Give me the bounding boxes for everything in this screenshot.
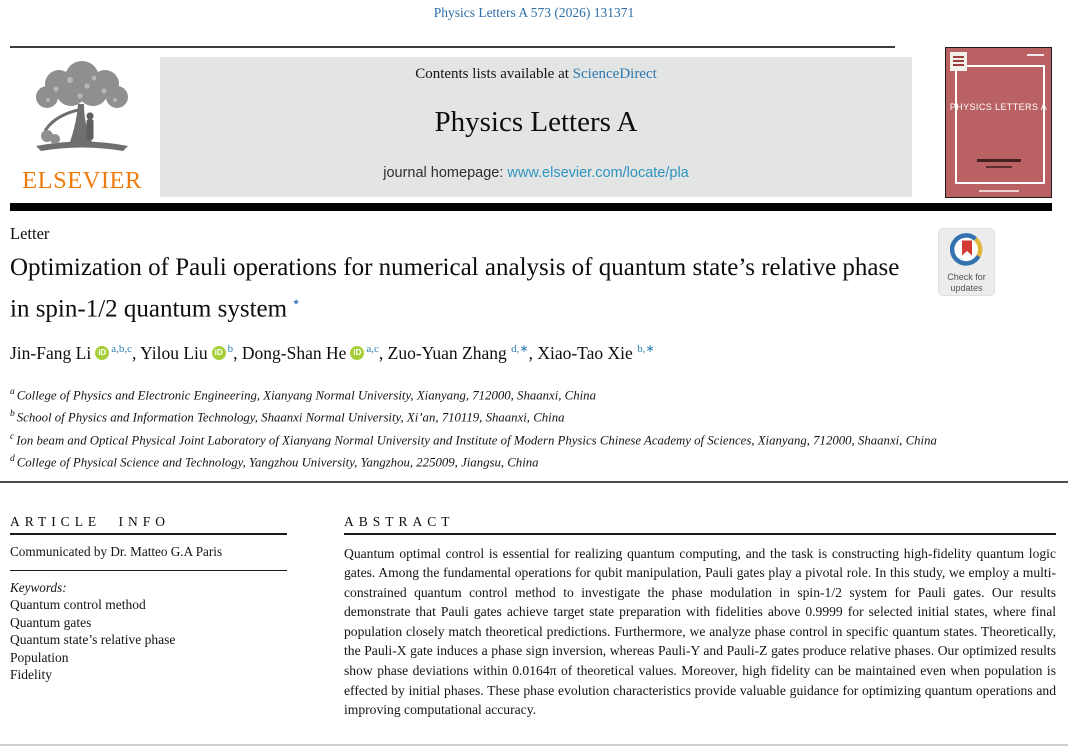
orcid-icon[interactable]: iD xyxy=(211,345,226,360)
article-title: Optimization of Pauli operations for num… xyxy=(10,250,916,326)
author: Yilou Liu iD b, xyxy=(140,343,242,363)
keyword: Population xyxy=(10,649,69,665)
author-name: Jin-Fang Li xyxy=(10,342,92,363)
homepage-link[interactable]: www.elsevier.com/locate/pla xyxy=(507,165,689,181)
author-affiliation-sup: a,b,c xyxy=(111,343,132,355)
abstract-heading: ABSTRACT xyxy=(344,514,455,529)
abstract-column: ABSTRACT Quantum optimal control is esse… xyxy=(344,507,1056,720)
author: Dong-Shan He iD a,c, xyxy=(242,343,388,363)
author-separator: , xyxy=(378,342,388,363)
elsevier-tree-icon xyxy=(36,61,128,151)
homepage-line: journal homepage: www.elsevier.com/locat… xyxy=(160,165,912,181)
elsevier-logo[interactable]: ELSEVIER xyxy=(8,56,156,196)
header-divider-bar xyxy=(10,203,1052,211)
affiliation-text: Ion beam and Optical Physical Joint Labo… xyxy=(16,432,937,447)
header-top-rule xyxy=(10,46,895,48)
article-info-heading: ARTICLE INFO xyxy=(10,514,171,529)
article-info-rule-top xyxy=(10,533,287,535)
article-type-label: Letter xyxy=(10,224,50,243)
author: Xiao-Tao Xie b,∗ xyxy=(537,343,654,363)
article-title-text: Optimization of Pauli operations for num… xyxy=(10,254,900,323)
orcid-icon[interactable]: iD xyxy=(95,345,110,360)
author-name: Yilou Liu xyxy=(140,342,208,363)
cover-title: PHYSICS LETTERS A xyxy=(949,102,1048,112)
footnote-star[interactable]: ⋆ xyxy=(291,294,302,311)
keyword: Quantum gates xyxy=(10,614,92,630)
affiliation-sup: a xyxy=(10,387,15,397)
keyword: Quantum state’s relative phase xyxy=(10,632,176,647)
cover-url-mark xyxy=(978,190,1019,192)
affiliation-list: a College of Physics and Electronic Engin… xyxy=(10,383,1020,472)
sciencedirect-link[interactable]: ScienceDirect xyxy=(572,66,657,82)
cover-barcode-mark xyxy=(976,159,1021,162)
abstract-rule xyxy=(344,533,1056,535)
author-affiliation-sup: b,∗ xyxy=(637,343,655,355)
cover-publisher-logo-box xyxy=(950,52,967,71)
article-info-column: ARTICLE INFO Communicated by Dr. Matteo … xyxy=(10,507,287,684)
section-divider-rule xyxy=(0,481,1068,483)
keyword: Quantum control method xyxy=(10,597,146,612)
affiliation-line: a College of Physics and Electronic Engin… xyxy=(10,383,1020,405)
author-separator: , xyxy=(528,342,538,363)
author-affiliation-sup: a,c xyxy=(366,343,379,355)
affiliation-line: d College of Physical Science and Technol… xyxy=(10,450,1020,472)
keywords-label: Keywords: xyxy=(10,580,67,595)
contents-line: Contents lists available at ScienceDirec… xyxy=(160,66,912,83)
author-affiliation-sup: d,∗ xyxy=(511,343,529,355)
affiliation-text: College of Physical Science and Technolo… xyxy=(16,455,539,470)
keyword: Fidelity xyxy=(10,667,53,682)
badge-label-line1: Check for xyxy=(947,272,986,282)
affiliation-sup: b xyxy=(10,409,15,420)
author-list: Jin-Fang Li iD a,b,c, Yilou Liu iD b, Dong-S… xyxy=(10,342,950,364)
check-for-updates-label: Check for updates xyxy=(939,272,994,293)
check-for-updates-badge[interactable]: Check for updates xyxy=(938,228,995,296)
affiliation-sup: d xyxy=(10,453,15,464)
author-name: Dong-Shan He xyxy=(241,342,347,363)
orcid-icon[interactable]: iD xyxy=(350,345,365,360)
affiliation-text: School of Physics and Information Techno… xyxy=(16,410,565,425)
affiliation-line: c Ion beam and Optical Physical Joint Lab… xyxy=(10,428,1020,450)
author: Jin-Fang Li iD a,b,c, xyxy=(10,343,140,363)
cover-sciencedirect-mark xyxy=(985,166,1012,168)
author-separator: , xyxy=(131,342,141,363)
check-for-updates-icon xyxy=(949,233,982,266)
abstract-text: Quantum optimal control is essential for… xyxy=(344,545,1056,718)
author-name: Xiao-Tao Xie xyxy=(537,342,633,363)
page-bottom-rule xyxy=(0,744,1068,746)
contents-line-text: Contents lists available at xyxy=(415,66,573,82)
article-info-rule-bottom xyxy=(10,569,287,571)
communicated-by: Communicated by Dr. Matteo G.A Paris xyxy=(10,543,223,559)
author-affiliation-sup: b xyxy=(227,343,234,355)
homepage-label: journal homepage: xyxy=(383,165,508,181)
author-name: Zuo-Yuan Zhang xyxy=(387,342,507,363)
journal-cover-thumbnail[interactable]: PHYSICS LETTERS A xyxy=(945,47,1052,198)
author-separator: , xyxy=(233,342,242,363)
cover-issue-mark xyxy=(1027,54,1044,56)
journal-title: Physics Letters A xyxy=(434,106,638,138)
journal-banner: Contents lists available at ScienceDirec… xyxy=(160,57,912,197)
affiliation-text: College of Physics and Electronic Engine… xyxy=(16,388,596,403)
affiliation-line: b School of Physics and Information Techn… xyxy=(10,405,1020,427)
badge-label-line2: updates xyxy=(950,282,983,293)
citation-header: Physics Letters A 573 (2026) 131371 xyxy=(433,5,635,20)
cover-frame xyxy=(955,65,1045,184)
elsevier-wordmark: ELSEVIER xyxy=(22,167,142,194)
affiliation-sup: c xyxy=(10,431,15,442)
author: Zuo-Yuan Zhang d,∗, xyxy=(388,343,538,363)
